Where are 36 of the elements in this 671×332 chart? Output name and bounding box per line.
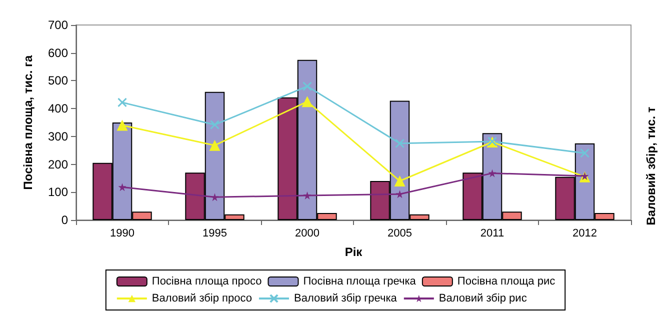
legend-label: Посівна площа гречка [303, 276, 417, 288]
y-axis-title: Посівна площа, тис. га [21, 55, 35, 190]
point [303, 191, 312, 200]
point [395, 138, 404, 148]
y2-axis-title: Валовий збір, тис. т [644, 106, 658, 226]
point [488, 169, 496, 178]
y-tick-label: 200 [48, 157, 68, 172]
legend-label: Валовий збір гречка [294, 292, 398, 304]
point [118, 98, 127, 108]
y-tick-label: 600 [48, 46, 68, 60]
point [118, 183, 126, 192]
x-axis-title: Рік [344, 245, 364, 259]
x-tick-label: 2011 [480, 228, 504, 240]
point [209, 140, 220, 151]
y-tick-label: 400 [48, 102, 68, 116]
y-tick-label: 500 [48, 74, 68, 88]
point [580, 148, 590, 158]
x-tick-label: 2005 [388, 228, 412, 240]
legend-label: Посівна площа рис [457, 276, 556, 288]
legend-label: Посівна площа просо [152, 276, 262, 288]
point [394, 176, 406, 186]
point [302, 82, 312, 92]
legend-label: Валовий збір рис [438, 292, 528, 304]
legend-label: Валовий збір просо [152, 292, 252, 304]
y-tick-label: 300 [48, 129, 68, 144]
x-tick-label: 2000 [295, 228, 320, 240]
y-tick-label: 0 [61, 213, 68, 227]
y-tick-label: 100 [48, 185, 68, 200]
point [210, 120, 220, 130]
x-tick-label: 1990 [110, 228, 134, 240]
point [580, 172, 589, 180]
x-tick-label: 2012 [572, 228, 597, 240]
x-tick-label: 1995 [202, 228, 227, 240]
point [302, 96, 313, 108]
point [116, 120, 128, 131]
y-tick-label: 700 [48, 18, 68, 32]
